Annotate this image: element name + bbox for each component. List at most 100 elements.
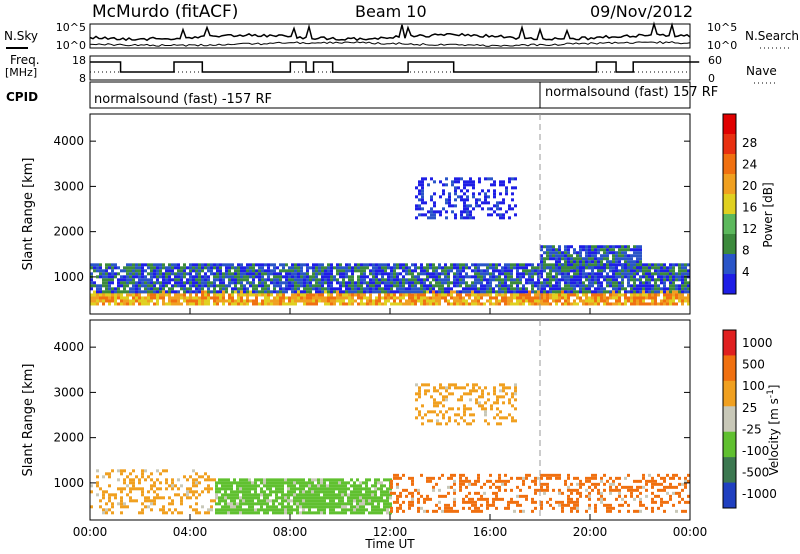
- heatmap-cell: [594, 287, 597, 291]
- heatmap-cell: [369, 302, 372, 306]
- heatmap-cell: [579, 287, 582, 291]
- heatmap-cell: [237, 290, 240, 294]
- heatmap-cell: [612, 482, 615, 486]
- heatmap-cell: [433, 389, 436, 393]
- heatmap-cell: [338, 493, 341, 497]
- heatmap-cell: [183, 266, 186, 270]
- heatmap-cell: [381, 272, 384, 276]
- heatmap-cell: [564, 248, 567, 252]
- heatmap-cell: [243, 266, 246, 270]
- heatmap-cell: [597, 263, 600, 267]
- heatmap-cell: [432, 269, 435, 273]
- heatmap-cell: [393, 476, 396, 480]
- heatmap-cell: [426, 284, 429, 288]
- heatmap-cell: [320, 499, 323, 503]
- heatmap-cell: [201, 290, 204, 294]
- heatmap-cell: [219, 278, 222, 282]
- heatmap-cell: [272, 508, 275, 512]
- heatmap-cell: [480, 509, 483, 513]
- heatmap-cell: [224, 505, 227, 509]
- heatmap-cell: [460, 177, 463, 181]
- heatmap-cell: [504, 482, 507, 486]
- heatmap-cell: [243, 302, 246, 306]
- heatmap-cell: [435, 266, 438, 270]
- heatmap-cell: [314, 505, 317, 509]
- heatmap-cell: [222, 290, 225, 294]
- heatmap-cell: [248, 490, 251, 494]
- heatmap-cell: [216, 272, 219, 276]
- heatmap-cell: [219, 287, 222, 291]
- heatmap-cell: [216, 299, 219, 303]
- heatmap-cell: [633, 479, 636, 483]
- heatmap-cell: [348, 293, 351, 297]
- heatmap-cell: [99, 499, 102, 503]
- heatmap-cell: [287, 499, 290, 503]
- heatmap-cell: [660, 476, 663, 480]
- heatmap-cell: [240, 296, 243, 300]
- heatmap-cell: [627, 254, 630, 258]
- heatmap-cell: [457, 180, 460, 184]
- heatmap-cell: [93, 302, 96, 306]
- heatmap-cell: [435, 284, 438, 288]
- heatmap-cell: [210, 263, 213, 267]
- heatmap-cell: [660, 275, 663, 279]
- heatmap-cell: [525, 293, 528, 297]
- heatmap-cell: [618, 248, 621, 252]
- heatmap-cell: [141, 284, 144, 288]
- heatmap-cell: [359, 505, 362, 509]
- heatmap-cell: [466, 407, 469, 411]
- heatmap-cell: [363, 281, 366, 285]
- heatmap-cell: [445, 386, 448, 390]
- heatmap-cell: [138, 296, 141, 300]
- heatmap-cell: [372, 287, 375, 291]
- heatmap-cell: [576, 278, 579, 282]
- heatmap-cell: [474, 500, 477, 504]
- heatmap-cell: [681, 266, 684, 270]
- heatmap-cell: [201, 278, 204, 282]
- heatmap-cell: [678, 296, 681, 300]
- heatmap-cell: [606, 506, 609, 510]
- heatmap-cell: [654, 278, 657, 282]
- heatmap-cell: [585, 287, 588, 291]
- heatmap-cell: [606, 254, 609, 258]
- heatmap-cell: [126, 278, 129, 282]
- heatmap-cell: [341, 511, 344, 515]
- heatmap-cell: [561, 296, 564, 300]
- heatmap-cell: [138, 481, 141, 485]
- heatmap-cell: [663, 296, 666, 300]
- heatmap-cell: [418, 204, 421, 208]
- heatmap-cell: [236, 511, 239, 515]
- heatmap-cell: [648, 296, 651, 300]
- heatmap-cell: [660, 302, 663, 306]
- heatmap-cell: [138, 275, 141, 279]
- heatmap-cell: [99, 299, 102, 303]
- heatmap-cell: [180, 302, 183, 306]
- heatmap-cell: [147, 293, 150, 297]
- heatmap-cell: [168, 299, 171, 303]
- heatmap-cell: [663, 299, 666, 303]
- heatmap-cell: [330, 293, 333, 297]
- heatmap-cell: [645, 287, 648, 291]
- heatmap-cell: [672, 299, 675, 303]
- heatmap-cell: [567, 275, 570, 279]
- heatmap-cell: [230, 481, 233, 485]
- heatmap-cell: [477, 281, 480, 285]
- heatmap-cell: [600, 248, 603, 252]
- heatmap-cell: [189, 302, 192, 306]
- heatmap-cell: [387, 281, 390, 285]
- heatmap-cell: [573, 476, 576, 480]
- heatmap-cell: [335, 478, 338, 482]
- heatmap-cell: [204, 284, 207, 288]
- heatmap-cell: [492, 497, 495, 501]
- heatmap-cell: [501, 287, 504, 291]
- heatmap-cell: [117, 272, 120, 276]
- heatmap-cell: [402, 473, 405, 477]
- heatmap-cell: [315, 269, 318, 273]
- heatmap-cell: [495, 296, 498, 300]
- heatmap-cell: [207, 484, 210, 488]
- heatmap-cell: [327, 275, 330, 279]
- heatmap-cell: [448, 386, 451, 390]
- heatmap-cell: [279, 296, 282, 300]
- heatmap-cell: [597, 488, 600, 492]
- heatmap-cell: [462, 506, 465, 510]
